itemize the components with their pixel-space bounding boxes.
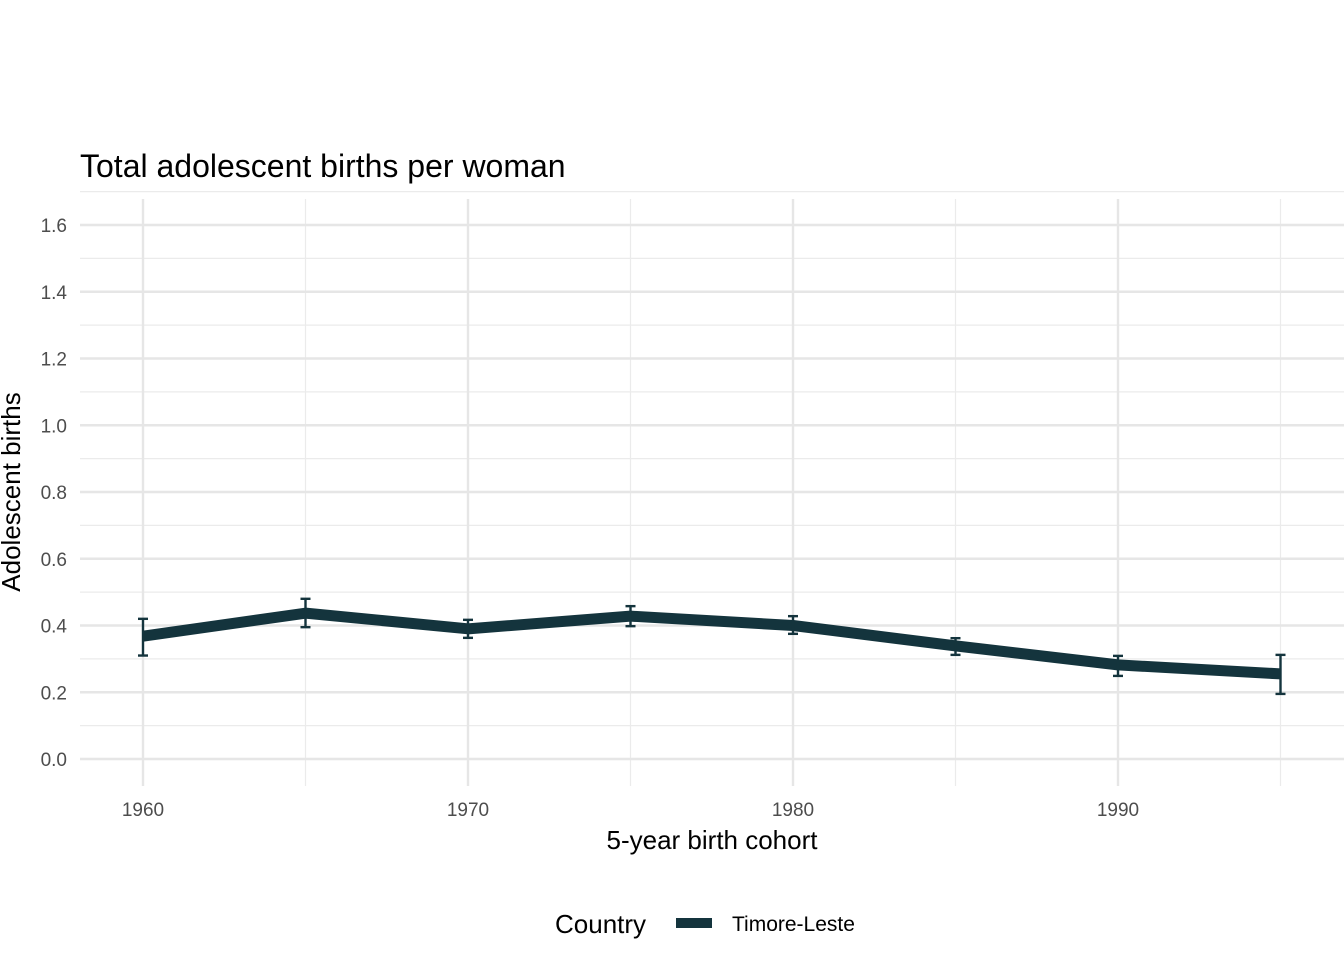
y-axis: 0.0 0.2 0.4 0.6 0.8 1.0 1.2 1.4 1.6 [41,216,68,771]
x-tick-label: 1960 [122,800,164,821]
y-tick-label: 0.6 [41,550,67,571]
y-tick-label: 1.2 [41,350,67,371]
chart-title: Total adolescent births per woman [80,148,566,184]
x-tick-label: 1980 [772,800,814,821]
legend-key [676,918,712,928]
series-line [143,613,1281,674]
y-tick-label: 0.4 [41,617,68,638]
x-axis: 1960 1970 1980 1990 [122,800,1139,821]
x-axis-label: 5-year birth cohort [607,825,819,855]
x-tick-label: 1970 [447,800,489,821]
series-timore-leste [138,599,1286,694]
y-axis-label: Adolescent births [0,392,26,591]
x-tick-label: 1990 [1097,800,1139,821]
y-tick-label: 1.6 [41,216,67,237]
y-tick-label: 0.0 [41,750,67,771]
grid [80,192,1344,786]
y-tick-label: 0.8 [41,483,67,504]
legend-label: Timore-Leste [732,913,855,936]
legend-title: Country [555,909,646,939]
legend: Country Timore-Leste [555,909,855,939]
y-tick-label: 1.0 [41,416,67,437]
y-tick-label: 0.2 [41,683,67,704]
y-tick-label: 1.4 [41,283,68,304]
